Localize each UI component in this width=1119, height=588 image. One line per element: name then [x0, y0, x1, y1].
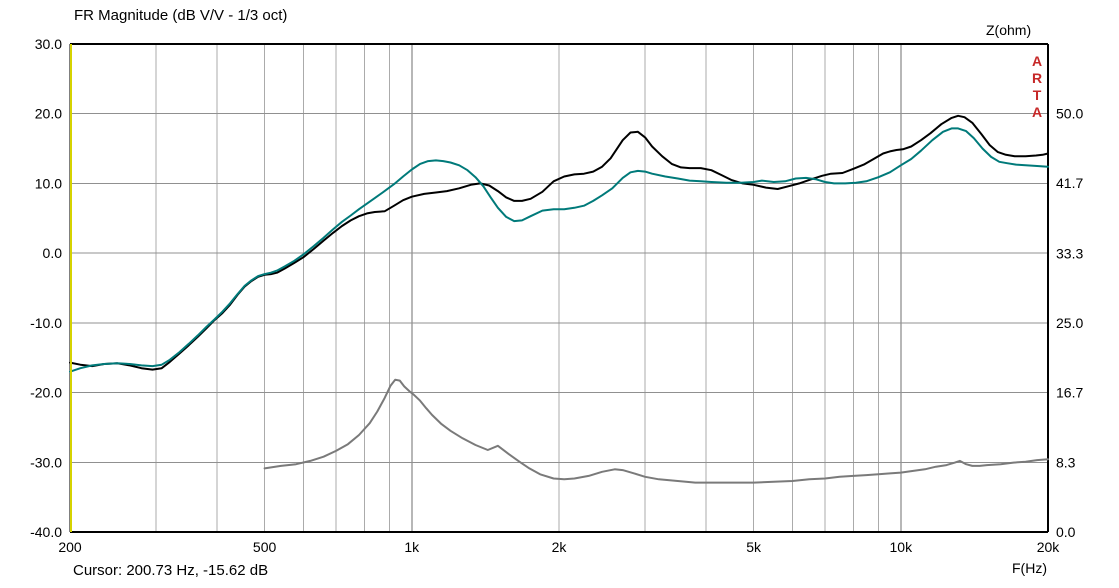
- x-tick-label: 2k: [552, 539, 568, 555]
- series-response_teal: [69, 127, 1049, 373]
- y-right-tick-label: 41.7: [1056, 175, 1083, 191]
- series-impedance_gray: [263, 378, 1049, 484]
- chart-title: FR Magnitude (dB V/V - 1/3 oct): [74, 7, 288, 24]
- y-right-tick-label: 33.3: [1056, 245, 1083, 261]
- x-tick-label: 500: [253, 539, 277, 555]
- cursor-readout: Cursor: 200.73 Hz, -15.62 dB: [73, 562, 269, 579]
- x-tick-label: 1k: [404, 539, 420, 555]
- y-right-tick-label: 0.0: [1056, 524, 1076, 540]
- x-tick-label: 20k: [1037, 539, 1061, 555]
- x-tick-label: 200: [58, 539, 82, 555]
- y-left-tick-label: -40.0: [30, 524, 62, 540]
- y-left-tick-label: 30.0: [35, 36, 62, 52]
- arta-watermark: A R T A: [1031, 53, 1043, 120]
- y-right-tick-label: 50.0: [1056, 106, 1083, 122]
- y-left-tick-label: -10.0: [30, 315, 62, 331]
- y-right-tick-label: 25.0: [1056, 315, 1083, 331]
- y-left-tick-label: 0.0: [43, 245, 63, 261]
- y-left-tick-label: 20.0: [35, 106, 62, 122]
- x-tick-label: 5k: [746, 539, 762, 555]
- x-axis-title: F(Hz): [1012, 560, 1047, 576]
- y-right-tick-label: 8.3: [1056, 455, 1076, 471]
- y-left-tick-label: 10.0: [35, 175, 62, 191]
- y-right-tick-label: 16.7: [1056, 384, 1083, 400]
- y-left-tick-label: -30.0: [30, 454, 62, 470]
- right-axis-title: Z(ohm): [986, 22, 1032, 38]
- x-tick-label: 10k: [890, 539, 914, 555]
- y-left-tick-label: -20.0: [30, 385, 62, 401]
